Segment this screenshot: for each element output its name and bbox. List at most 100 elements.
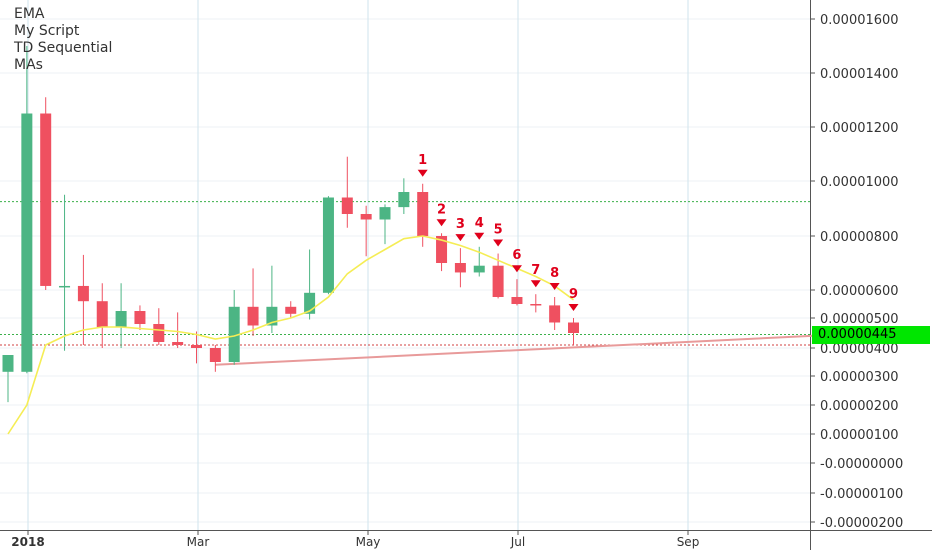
td-arrow-icon	[568, 304, 579, 311]
price-tick-label: 0.00000100	[820, 428, 899, 443]
candle	[209, 345, 221, 372]
candle-body	[59, 285, 71, 288]
candle-body	[228, 306, 240, 362]
candle-body	[417, 192, 429, 236]
candle-body	[473, 265, 485, 273]
candle	[568, 318, 579, 345]
candle-body	[341, 197, 353, 214]
candle-body	[454, 263, 466, 273]
candle-body	[568, 322, 579, 333]
legend-item-mas[interactable]: MAs	[14, 57, 43, 73]
candle-body	[398, 192, 410, 208]
candle	[115, 283, 127, 348]
price-tick-label: 0.00001200	[820, 121, 899, 136]
candle-body	[492, 265, 504, 297]
candle-body	[285, 306, 297, 314]
price-tick-label: 0.00001000	[820, 175, 899, 190]
candle-body	[172, 342, 184, 345]
candle-body	[549, 305, 561, 323]
candle	[454, 248, 466, 288]
candle-body	[40, 113, 52, 286]
candle	[191, 331, 202, 364]
td-count-label: 6	[512, 248, 521, 263]
candle	[398, 178, 410, 214]
price-tick-label: 0.00001400	[820, 67, 899, 82]
td-arrow-icon	[493, 239, 504, 247]
candle	[134, 305, 146, 330]
td-arrow-icon	[474, 232, 485, 240]
candle	[549, 297, 561, 330]
legend-item-ema[interactable]: EMA	[14, 6, 45, 22]
td-arrow-icon	[530, 280, 541, 288]
candle	[96, 283, 108, 348]
candle-body	[209, 348, 221, 362]
candle	[2, 355, 14, 403]
time-tick-label: 2018	[11, 535, 44, 549]
price-tick-label: 0.00000400	[820, 342, 899, 357]
candle	[304, 249, 316, 320]
price-tick-label: -0.00000200	[820, 516, 903, 531]
time-tick-label: Sep	[677, 535, 700, 549]
td-arrow-icon	[436, 219, 447, 227]
candle	[172, 312, 184, 348]
time-tick-label: Mar	[187, 535, 210, 549]
candle-body	[360, 214, 372, 220]
candle-body	[247, 306, 259, 326]
candle	[228, 290, 240, 365]
candle-body	[21, 113, 33, 372]
candle-body	[115, 311, 127, 327]
candle-body	[134, 311, 146, 324]
candle	[153, 308, 165, 345]
candle-body	[304, 292, 316, 314]
candle-body	[511, 297, 523, 304]
candle	[285, 301, 297, 318]
candle-body	[530, 304, 542, 306]
price-tick-label: 0.00001600	[820, 13, 899, 28]
td-count-label: 7	[531, 263, 540, 278]
price-tick-label: -0.00000000	[820, 457, 903, 472]
price-tick-label: 0.00000500	[820, 312, 899, 327]
candle-body	[322, 197, 334, 293]
price-tick-label: 0.00000600	[820, 284, 899, 299]
td-count-label: 8	[550, 266, 559, 281]
td-count-label: 5	[494, 223, 503, 238]
legend-item-td-sequential[interactable]: TD Sequential	[14, 40, 113, 56]
td-count-label: 9	[569, 287, 578, 302]
trendline	[215, 333, 841, 366]
candle-body	[266, 306, 278, 326]
candle	[511, 279, 523, 306]
plot-area	[0, 0, 810, 530]
candle-body	[96, 301, 108, 327]
candle	[530, 294, 542, 313]
candle	[379, 204, 391, 245]
candle-body	[191, 345, 202, 348]
candle	[247, 268, 259, 336]
ema-line	[7, 235, 574, 435]
td-count-label: 1	[418, 153, 427, 168]
candle	[341, 156, 353, 228]
candle	[59, 194, 71, 351]
td-arrow-icon	[511, 265, 522, 273]
candle	[322, 196, 334, 295]
time-tick-label: Jul	[510, 535, 525, 549]
current-price-badge: 0.00000445	[812, 326, 930, 344]
price-tick-label: 0.00000300	[820, 370, 899, 385]
candle	[40, 97, 52, 290]
price-tick-label: -0.00000100	[820, 487, 903, 502]
td-count-label: 4	[475, 216, 484, 231]
candle-body	[2, 355, 14, 372]
indicator-legend: EMA My Script TD Sequential MAs	[14, 6, 112, 74]
time-tick-label: May	[356, 535, 381, 549]
td-arrow-icon	[455, 234, 466, 242]
candle-body	[379, 207, 391, 220]
legend-item-my-script[interactable]: My Script	[14, 23, 80, 39]
candle-body	[436, 236, 448, 263]
candle	[21, 46, 33, 374]
candle	[360, 205, 372, 257]
price-tick-label: 0.00000200	[820, 399, 899, 414]
td-arrow-icon	[417, 169, 428, 177]
candle-body	[153, 324, 165, 342]
td-count-label: 3	[456, 217, 465, 232]
price-tick-label: 0.00000800	[820, 230, 899, 245]
